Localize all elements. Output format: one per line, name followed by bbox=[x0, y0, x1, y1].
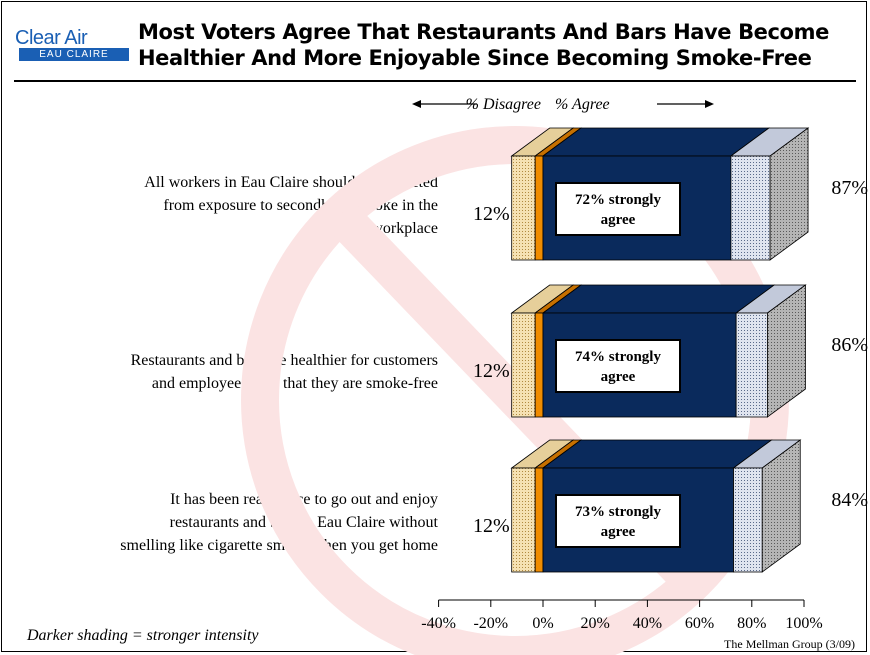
title-line-2: Healthier And More Enjoyable Since Becom… bbox=[138, 46, 812, 70]
bar-side-face bbox=[767, 284, 806, 418]
strongly-agree-label: 74% strongly bbox=[575, 349, 661, 365]
agree-total-label: 84% bbox=[831, 489, 868, 511]
slide-title: Most Voters Agree That Restaurants And B… bbox=[138, 19, 868, 71]
disagree-total-label: 12% bbox=[473, 203, 510, 225]
bar-somewhat-disagree bbox=[511, 155, 536, 261]
x-tick-label: 20% bbox=[581, 615, 610, 632]
x-tick-label: 100% bbox=[785, 615, 822, 632]
disagree-total-label: 12% bbox=[473, 515, 510, 537]
header-left-arrowhead bbox=[412, 100, 421, 108]
x-tick-label: 60% bbox=[685, 615, 714, 632]
strongly-agree-label: agree bbox=[601, 524, 636, 540]
source-credit: The Mellman Group (3/09) bbox=[724, 637, 855, 651]
header-agree: % Agree bbox=[555, 96, 610, 113]
bar-strongly-agree-top bbox=[541, 439, 773, 469]
x-tick-label: -40% bbox=[421, 615, 456, 632]
bar-strongly-disagree bbox=[534, 155, 544, 261]
x-tick-label: 40% bbox=[633, 615, 662, 632]
bar-side-face bbox=[769, 127, 809, 261]
bar-side-face bbox=[761, 439, 801, 573]
bar-somewhat-agree bbox=[735, 312, 768, 418]
title-line-1: Most Voters Agree That Restaurants And B… bbox=[138, 20, 829, 44]
strongly-agree-label-box bbox=[555, 182, 681, 236]
header-right-arrowhead bbox=[705, 100, 714, 108]
statement-2: Restaurants and bars are healthier for c… bbox=[20, 349, 438, 395]
strongly-agree-label: agree bbox=[601, 212, 636, 228]
strongly-agree-label-box bbox=[555, 494, 681, 548]
x-tick-label: -20% bbox=[473, 615, 508, 632]
logo-eau-claire: EAU CLAIRE bbox=[19, 48, 129, 61]
bar-somewhat-disagree bbox=[511, 467, 536, 573]
header-disagree: % Disagree bbox=[466, 96, 541, 113]
statement-1-line: workplace bbox=[371, 220, 438, 237]
footnote: Darker shading = stronger intensity bbox=[27, 627, 259, 644]
statement-2-line: and employees now that they are smoke-fr… bbox=[151, 375, 438, 392]
strongly-agree-label-box bbox=[555, 339, 681, 393]
x-tick-label: 80% bbox=[737, 615, 766, 632]
strongly-agree-label: 73% strongly bbox=[575, 504, 661, 520]
bar-strongly-agree-top bbox=[541, 127, 771, 157]
statement-3-line: smelling like cigarette smoke when you g… bbox=[120, 537, 438, 554]
strongly-agree-label: 72% strongly bbox=[575, 192, 661, 208]
bar-somewhat-agree bbox=[730, 155, 771, 261]
title-divider bbox=[14, 80, 856, 82]
statement-2-line: Restaurants and bars are healthier for c… bbox=[130, 352, 438, 369]
logo-clear-air: Clear Air bbox=[15, 27, 88, 49]
disagree-total-label: 12% bbox=[473, 360, 510, 382]
bar-strongly-agree-top bbox=[541, 284, 776, 314]
statement-3-line: It has been really nice to go out and en… bbox=[170, 491, 438, 508]
strongly-agree-label: agree bbox=[601, 369, 636, 385]
agree-total-label: 86% bbox=[831, 334, 868, 356]
bar-somewhat-agree bbox=[733, 467, 763, 573]
bar-strongly-disagree bbox=[534, 312, 544, 418]
x-tick-label: 0% bbox=[532, 615, 553, 632]
bar-strongly-disagree bbox=[534, 467, 544, 573]
bar-somewhat-disagree bbox=[511, 312, 536, 418]
agree-total-label: 87% bbox=[831, 177, 868, 199]
